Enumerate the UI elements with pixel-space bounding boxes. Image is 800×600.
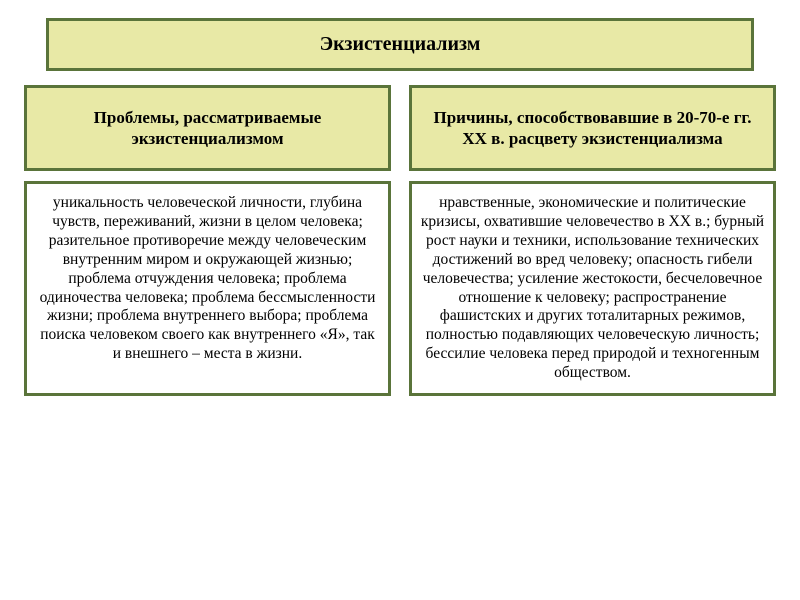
right-heading: Причины, способствовавшие в 20-70-е гг. …	[409, 85, 776, 171]
left-heading: Проблемы, рассматриваемые экзистенциализ…	[24, 85, 391, 171]
right-content: нравственные, экономические и политическ…	[409, 181, 776, 396]
columns: Проблемы, рассматриваемые экзистенциализ…	[24, 85, 776, 396]
title-box: Экзистенциализм	[46, 18, 754, 71]
left-content: уникальность человеческой личности, глуб…	[24, 181, 391, 396]
right-column: Причины, способствовавшие в 20-70-е гг. …	[409, 85, 776, 396]
left-column: Проблемы, рассматриваемые экзистенциализ…	[24, 85, 391, 396]
